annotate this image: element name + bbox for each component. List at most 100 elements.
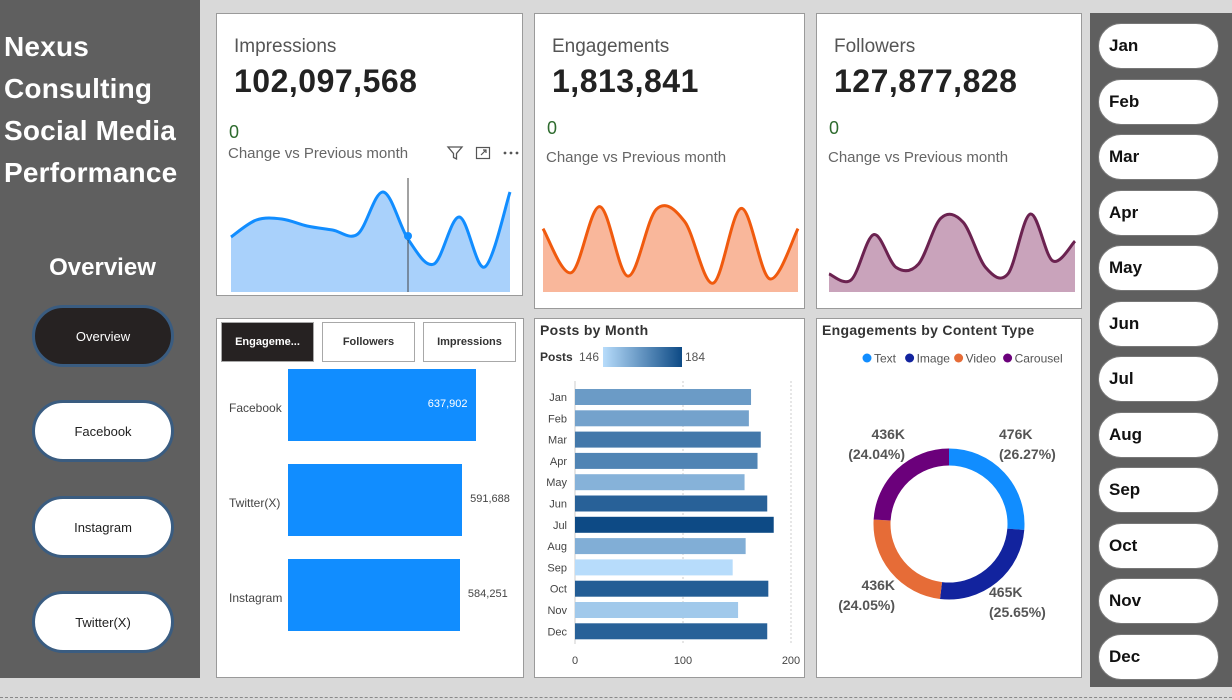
month-axis-label: Mar	[548, 435, 567, 447]
kpi-change-value: 0	[547, 118, 558, 138]
trend-area	[829, 214, 1075, 292]
nav-button-facebook[interactable]: Facebook	[32, 400, 174, 462]
tab-impressions[interactable]: Impressions	[423, 322, 516, 362]
platform-bar[interactable]	[288, 369, 476, 441]
visual-header-icons	[446, 144, 520, 162]
tab-followers[interactable]: Followers	[322, 322, 415, 362]
posts-bar	[575, 431, 761, 448]
content-type-donut-chart: Text Image Video Carousel 476K (26.27%) 465K (2…	[838, 352, 1062, 621]
posts-bar	[575, 602, 739, 618]
posts-bar	[575, 538, 746, 555]
focus-mode-icon[interactable]	[474, 144, 492, 162]
month-axis-label: Jan	[549, 392, 567, 404]
month-button-nov[interactable]: Nov	[1098, 578, 1219, 624]
posts-bar	[575, 559, 733, 576]
posts-bar	[575, 474, 745, 491]
posts-bar	[575, 452, 758, 469]
bar-category-label: Facebook	[229, 401, 282, 415]
kpi-change-value: 0	[829, 118, 840, 138]
sidebar: Nexus Consulting Social Media Performanc…	[0, 0, 200, 678]
nav-button-overview[interactable]: Overview	[32, 305, 174, 367]
platform-bar[interactable]	[288, 464, 463, 536]
donut-slice	[873, 448, 950, 521]
kpi-change-value: 0	[229, 122, 240, 142]
month-axis-label: Sep	[547, 562, 567, 574]
trend-line	[828, 212, 1077, 284]
kpi-value: 1,813,841	[552, 63, 699, 99]
trend-line	[230, 190, 512, 269]
legend-title: Posts	[540, 350, 573, 364]
kpi-value: 102,097,568	[234, 63, 418, 99]
kpi-value: 127,877,828	[834, 63, 1018, 99]
nav-button-twitter[interactable]: Twitter(X)	[32, 591, 174, 653]
more-options-icon[interactable]	[502, 144, 520, 162]
x-tick-label: 200	[782, 655, 800, 667]
month-axis-label: Nov	[547, 605, 567, 617]
month-axis-label: Oct	[550, 584, 567, 596]
month-axis-label: Aug	[547, 541, 567, 553]
posts-bar	[575, 389, 752, 405]
legend-label: Text	[874, 352, 897, 366]
tab-engagements[interactable]: Engageme...	[221, 322, 314, 362]
slice-value-label: 436K	[872, 426, 905, 442]
title-line: Consulting	[4, 73, 153, 104]
legend-gradient	[603, 347, 682, 367]
platform-bar[interactable]	[288, 559, 460, 631]
month-button-aug[interactable]: Aug	[1098, 411, 1219, 458]
bar-value-label: 584,251	[467, 588, 508, 600]
slice-value-label: 465K	[989, 584, 1022, 600]
posts-bar	[575, 623, 768, 640]
month-button-oct[interactable]: Oct	[1098, 522, 1219, 569]
month-button-feb[interactable]: Feb	[1098, 78, 1219, 125]
month-slicer: Jan Feb Mar Apr May Jun Jul Aug Sep Oct Nov Dec	[1090, 13, 1232, 687]
page-bottom-border	[0, 697, 1232, 698]
dashboard-title: Nexus Consulting Social Media Performanc…	[4, 26, 177, 194]
engagements-trend-chart	[541, 204, 800, 292]
legend-max: 184	[685, 350, 705, 364]
hover-point	[404, 232, 412, 240]
bar-category-label: Twitter(X)	[229, 496, 281, 510]
bar-value-label: 591,688	[470, 493, 510, 505]
title-line: Social Media	[4, 115, 177, 146]
posts-by-month-chart: Posts 146 184 Jan Feb Mar Apr May Jun Jul Aug Sep Oc…	[540, 347, 800, 667]
kpi-card-engagements[interactable]: Engagements 1,813,841 0 Change vs Previo…	[534, 13, 805, 309]
legend-marker	[954, 353, 964, 363]
month-axis-label: Jun	[549, 499, 567, 511]
month-button-may[interactable]: May	[1098, 245, 1219, 291]
kpi-change-label: Change vs Previous month	[828, 149, 1009, 166]
nav-section-title: Overview	[49, 254, 156, 281]
month-button-jan[interactable]: Jan	[1098, 23, 1219, 69]
nav-button-instagram[interactable]: Instagram	[32, 496, 174, 558]
followers-trend-chart	[828, 212, 1077, 292]
month-axis-label: Jul	[553, 520, 567, 532]
posts-bar	[575, 410, 749, 427]
kpi-card-impressions[interactable]: Impressions 102,097,568 0 Change vs Prev…	[216, 13, 523, 296]
legend-label: Video	[966, 352, 997, 366]
posts-by-month-card: Posts by Month Posts 146 184 Jan Feb Mar Apr Ma…	[534, 318, 805, 678]
posts-bar	[575, 495, 768, 512]
month-button-jul[interactable]: Jul	[1098, 356, 1219, 402]
slice-value-label: 436K	[862, 577, 895, 593]
title-line: Performance	[4, 157, 178, 188]
month-button-jun[interactable]: Jun	[1098, 300, 1219, 347]
bar-value-label: 637,902	[427, 398, 468, 410]
title-line: Nexus	[4, 31, 90, 62]
month-button-apr[interactable]: Apr	[1098, 189, 1219, 236]
kpi-title: Engagements	[552, 36, 670, 57]
legend-marker	[862, 353, 872, 363]
trend-area	[543, 205, 798, 292]
slice-value-label: 476K	[999, 426, 1032, 442]
posts-bar	[575, 580, 769, 597]
month-button-mar[interactable]: Mar	[1098, 134, 1219, 180]
kpi-card-followers[interactable]: Followers 127,877,828 0 Change vs Previo…	[816, 13, 1082, 309]
month-button-dec[interactable]: Dec	[1098, 633, 1219, 680]
month-axis-label: Apr	[550, 456, 567, 468]
month-button-sep[interactable]: Sep	[1098, 467, 1219, 513]
month-axis-label: May	[546, 477, 567, 489]
legend-min: 146	[579, 350, 599, 364]
slice-percent-label: (24.04%)	[848, 446, 905, 462]
kpi-title: Impressions	[234, 36, 337, 57]
kpi-change-label: Change vs Previous month	[228, 145, 409, 162]
filter-icon[interactable]	[446, 144, 464, 162]
metric-tabs: Engageme... Followers Impressions	[221, 322, 516, 362]
